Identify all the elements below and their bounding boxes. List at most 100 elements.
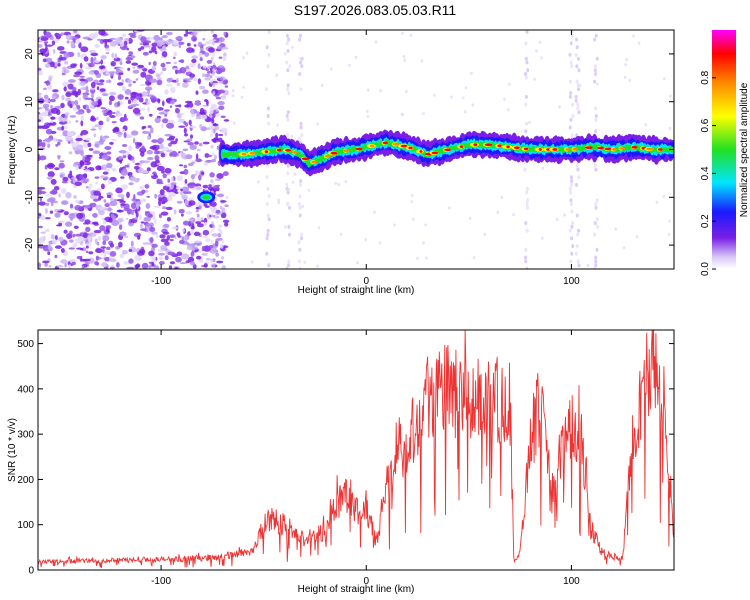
heatmap-speckle bbox=[160, 211, 169, 216]
heatmap-speckle bbox=[202, 73, 205, 77]
heatmap-speckle bbox=[195, 117, 202, 120]
heatmap-speckle bbox=[402, 54, 406, 59]
heatmap-speckle bbox=[109, 243, 115, 248]
heatmap-speckle bbox=[65, 92, 72, 97]
heatmap-speckle bbox=[169, 105, 173, 108]
heatmap-speckle bbox=[181, 213, 184, 217]
heatmap-streak bbox=[524, 129, 528, 134]
heatmap-speckle bbox=[38, 189, 43, 195]
heatmap-streak bbox=[266, 114, 270, 118]
heatmap-speckle bbox=[193, 231, 201, 237]
heatmap-speckle bbox=[45, 31, 52, 39]
heatmap-speckle bbox=[635, 235, 639, 239]
heatmap-streak bbox=[593, 163, 597, 168]
heatmap-speckle bbox=[198, 142, 203, 147]
heatmap-speckle bbox=[195, 158, 202, 163]
heatmap-speckle bbox=[127, 99, 132, 105]
heatmap-speckle bbox=[471, 103, 475, 107]
heatmap-speckle bbox=[75, 137, 83, 142]
heatmap-speckle bbox=[209, 75, 213, 79]
heatmap-streak bbox=[525, 121, 528, 126]
heatmap-speckle bbox=[117, 217, 124, 223]
heatmap-streak bbox=[569, 60, 573, 65]
heatmap-hotspot bbox=[565, 148, 570, 151]
heatmap-speckle bbox=[100, 107, 106, 110]
heatmap-speckle bbox=[112, 168, 117, 172]
heatmap-streak bbox=[574, 52, 578, 57]
heatmap-speckle bbox=[161, 149, 167, 152]
heatmap-speckle bbox=[51, 188, 58, 195]
heatmap-speckle bbox=[624, 63, 627, 67]
heatmap-streak bbox=[593, 221, 597, 226]
heatmap-speckle bbox=[177, 41, 185, 45]
heatmap-speckle bbox=[116, 66, 119, 73]
heatmap-speckle bbox=[219, 243, 224, 249]
heatmap-streak bbox=[285, 182, 289, 187]
heatmap-streak bbox=[568, 186, 572, 191]
heatmap-speckle bbox=[563, 213, 566, 217]
heatmap-speckle bbox=[71, 90, 79, 96]
heatmap-speckle bbox=[51, 95, 56, 99]
heatmap-speckle bbox=[200, 114, 208, 120]
heatmap-speckle bbox=[184, 133, 188, 137]
heatmap-speckle bbox=[193, 240, 202, 243]
heatmap-speckle bbox=[166, 217, 171, 222]
heatmap-speckle bbox=[463, 110, 467, 114]
heatmap-speckle bbox=[199, 57, 203, 62]
heatmap-streak bbox=[299, 33, 302, 38]
heatmap-streak bbox=[575, 79, 579, 84]
heatmap-streak bbox=[267, 194, 271, 199]
heatmap-speckle bbox=[50, 116, 56, 120]
heatmap-streak bbox=[287, 259, 291, 264]
heatmap-speckle bbox=[205, 258, 211, 261]
heatmap-speckle bbox=[204, 222, 208, 226]
heatmap-speckle bbox=[202, 184, 209, 189]
heatmap-speckle bbox=[66, 40, 70, 44]
heatmap-streak bbox=[211, 213, 214, 218]
heatmap-speckle bbox=[38, 119, 41, 122]
heatmap-speckle bbox=[183, 33, 188, 37]
heatmap-speckle bbox=[137, 64, 144, 68]
heatmap-streak bbox=[211, 129, 214, 134]
heatmap-speckle bbox=[174, 236, 177, 239]
heatmap-streak bbox=[569, 117, 573, 122]
heatmap-speckle bbox=[69, 104, 73, 109]
heatmap-streak bbox=[286, 171, 290, 176]
heatmap-speckle bbox=[86, 242, 92, 247]
heatmap-speckle bbox=[80, 115, 85, 121]
heatmap-speckle bbox=[205, 154, 213, 157]
heatmap-streak bbox=[577, 68, 581, 73]
heatmap-speckle bbox=[121, 129, 126, 133]
heatmap-speckle bbox=[181, 194, 188, 201]
heatmap-streak bbox=[286, 68, 290, 73]
heatmap-speckle bbox=[106, 151, 112, 155]
heatmap-speckle bbox=[212, 34, 218, 38]
heatmap-streak bbox=[287, 91, 291, 96]
heatmap-speckle bbox=[184, 199, 189, 206]
heatmap-speckle bbox=[162, 231, 170, 235]
heatmap-streak bbox=[574, 94, 578, 99]
heatmap-speckle bbox=[178, 239, 185, 244]
heatmap-speckle bbox=[164, 113, 168, 117]
heatmap-streak bbox=[211, 182, 215, 187]
heatmap-speckle bbox=[84, 204, 92, 209]
spectrogram-heatmap bbox=[38, 30, 674, 269]
heatmap-speckle bbox=[118, 72, 124, 75]
heatmap-speckle bbox=[124, 96, 129, 100]
heatmap-speckle bbox=[127, 67, 131, 71]
heatmap-speckle bbox=[316, 264, 319, 268]
heatmap-speckle bbox=[139, 116, 145, 120]
heatmap-speckle bbox=[109, 91, 117, 96]
heatmap-speckle bbox=[109, 72, 114, 77]
heatmap-speckle bbox=[142, 125, 147, 129]
heatmap-speckle bbox=[161, 123, 164, 129]
heatmap-speckle bbox=[38, 213, 42, 217]
heatmap-speckle bbox=[43, 41, 49, 44]
heatmap-speckle bbox=[158, 213, 162, 219]
heatmap-speckle bbox=[204, 73, 211, 78]
heatmap-speckle bbox=[80, 149, 84, 156]
heatmap-speckle bbox=[61, 69, 70, 74]
heatmap-speckle bbox=[204, 99, 208, 102]
heatmap-streak bbox=[210, 30, 214, 34]
heatmap-streak bbox=[298, 202, 301, 206]
